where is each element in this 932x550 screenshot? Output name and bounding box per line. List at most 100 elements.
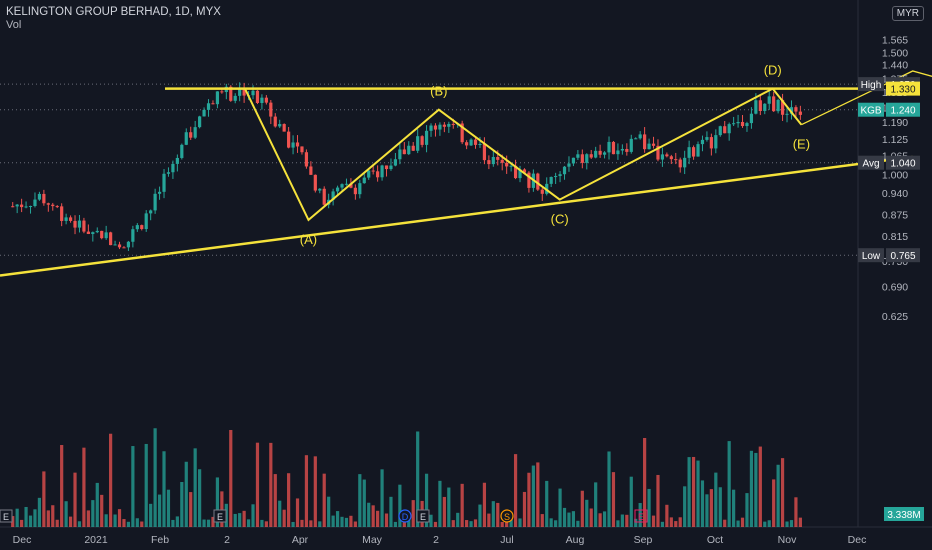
volume-bar <box>131 446 135 527</box>
candle-body <box>602 152 607 155</box>
candle-body <box>736 121 740 124</box>
volume-bar <box>215 477 220 527</box>
wave-label: (B) <box>430 84 447 99</box>
candle-body <box>37 193 42 200</box>
volume-bar <box>794 497 798 527</box>
volume-bar <box>518 518 522 527</box>
volume-bar <box>402 521 406 527</box>
volume-bar <box>647 488 651 527</box>
symbol-title[interactable]: KELINGTON GROUP BERHAD, 1D, MYX <box>6 6 221 18</box>
price-tag-label: Avg <box>862 159 879 170</box>
volume-indicator-label[interactable]: Vol <box>6 19 22 31</box>
volume-bar <box>260 519 264 527</box>
volume-bar <box>754 452 758 527</box>
volume-bar <box>656 474 660 527</box>
candle-body <box>469 139 473 146</box>
time-tick: Jul <box>500 534 513 546</box>
volume-bar <box>166 489 171 527</box>
volume-bar <box>251 504 255 527</box>
volume-bar <box>776 464 780 527</box>
time-tick: 2 <box>433 534 439 546</box>
candle-body <box>82 220 86 232</box>
candle-body <box>287 131 291 148</box>
volume-bar <box>287 473 291 527</box>
volume-bar <box>171 519 175 527</box>
volume-bar <box>723 519 727 527</box>
time-tick: Sep <box>634 534 653 546</box>
candle-body <box>251 90 255 96</box>
volume-bar <box>478 504 482 527</box>
candle-body <box>798 111 802 115</box>
volume-bar <box>358 474 362 527</box>
event-marker-circle <box>398 509 412 523</box>
volume-bar <box>634 518 638 527</box>
volume-bar <box>367 502 371 527</box>
volume-bar <box>68 516 73 527</box>
event-marker-E[interactable]: E <box>213 509 227 523</box>
candle-body <box>55 206 59 208</box>
candle-body <box>447 123 451 127</box>
volume-bar <box>37 497 42 527</box>
volume-bar <box>669 517 673 527</box>
wave-pattern <box>244 87 803 222</box>
volume-bar <box>64 501 68 527</box>
volume-bar <box>140 521 144 527</box>
candle-body <box>607 141 611 153</box>
volume-bar <box>113 514 117 527</box>
event-marker-E[interactable]: E <box>0 509 13 523</box>
candle-body <box>371 170 375 172</box>
candle-body <box>295 142 300 147</box>
candle-body <box>660 154 665 160</box>
volume-bar <box>46 510 50 527</box>
currency-button[interactable]: MYR <box>891 6 924 21</box>
volume-bar <box>562 507 567 527</box>
volume-bar <box>429 514 433 527</box>
volume-bar <box>683 486 687 527</box>
volume-bar <box>433 521 438 527</box>
volume-bar <box>175 516 179 527</box>
volume-bar <box>229 429 233 527</box>
volume-bar <box>51 505 55 527</box>
volume-bar <box>184 461 188 527</box>
candle-body <box>491 156 495 165</box>
event-marker-E[interactable]: E <box>416 509 430 523</box>
candle-body <box>229 86 233 101</box>
candlesticks <box>11 82 802 251</box>
support-trendline <box>0 155 913 277</box>
candle-body <box>398 149 402 160</box>
volume-bar <box>322 473 326 527</box>
candle-body <box>42 193 46 204</box>
volume-bar <box>714 472 718 527</box>
event-marker-E[interactable]: E <box>634 509 648 523</box>
candle-body <box>193 127 197 138</box>
volume-bar <box>384 513 389 527</box>
candle-body <box>638 134 642 139</box>
candle-body <box>46 203 50 205</box>
candle-body <box>598 150 602 155</box>
candle-body <box>700 139 705 145</box>
event-marker-text: D <box>402 512 409 522</box>
volume-bar <box>20 519 24 527</box>
candle-body <box>749 113 754 124</box>
event-marker-box <box>0 509 13 523</box>
candle-body <box>723 126 727 134</box>
candle-body <box>238 88 242 96</box>
volume-bar <box>389 496 393 527</box>
volume-bar <box>24 506 28 527</box>
event-marker-D[interactable]: D <box>398 509 412 523</box>
volume-bar <box>665 504 669 527</box>
candle-body <box>198 116 202 128</box>
candle-body <box>776 99 780 112</box>
volume-bar <box>211 516 215 527</box>
event-marker-S[interactable]: S <box>500 509 514 523</box>
volume-bar <box>567 512 571 527</box>
volume-bar <box>398 484 402 527</box>
event-marker-text: E <box>3 512 9 522</box>
candle-body <box>571 157 576 164</box>
volume-bar <box>304 455 309 527</box>
candle-body <box>740 121 745 127</box>
volume-bar <box>602 511 607 527</box>
candle-body <box>451 123 455 125</box>
